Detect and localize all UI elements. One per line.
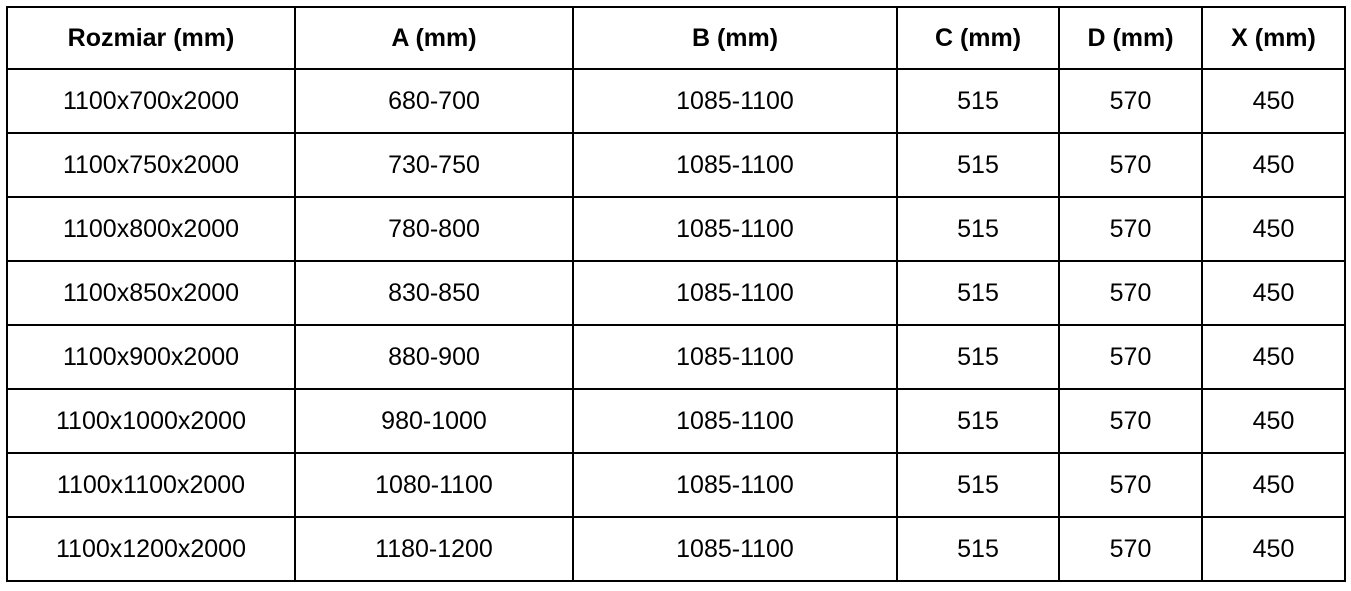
- header-x: X (mm): [1201, 6, 1346, 70]
- table-row: 1100x750x2000 730-750 1085-1100 515 570 450: [6, 132, 1346, 198]
- cell-c: 515: [896, 516, 1060, 582]
- cell-x: 450: [1201, 324, 1346, 390]
- table-row: 1100x1000x2000 980-1000 1085-1100 515 570 450: [6, 388, 1346, 454]
- cell-a: 980-1000: [294, 388, 574, 454]
- cell-d: 570: [1058, 132, 1203, 198]
- cell-b: 1085-1100: [572, 132, 898, 198]
- table-row: 1100x1100x2000 1080-1100 1085-1100 515 570 45…: [6, 452, 1346, 518]
- cell-d: 570: [1058, 388, 1203, 454]
- header-a: A (mm): [294, 6, 574, 70]
- header-row: Rozmiar (mm) A (mm) B (mm) C (mm) D (mm) X (m…: [6, 6, 1346, 70]
- cell-b: 1085-1100: [572, 68, 898, 134]
- cell-a: 730-750: [294, 132, 574, 198]
- cell-x: 450: [1201, 260, 1346, 326]
- cell-b: 1085-1100: [572, 324, 898, 390]
- dimensions-table: Rozmiar (mm) A (mm) B (mm) C (mm) D (mm) X (m…: [6, 6, 1346, 582]
- cell-b: 1085-1100: [572, 388, 898, 454]
- table-row: 1100x850x2000 830-850 1085-1100 515 570 450: [6, 260, 1346, 326]
- header-c: C (mm): [896, 6, 1060, 70]
- cell-d: 570: [1058, 196, 1203, 262]
- cell-c: 515: [896, 260, 1060, 326]
- cell-x: 450: [1201, 516, 1346, 582]
- cell-size: 1100x750x2000: [6, 132, 296, 198]
- cell-x: 450: [1201, 68, 1346, 134]
- table-row: 1100x900x2000 880-900 1085-1100 515 570 450: [6, 324, 1346, 390]
- cell-d: 570: [1058, 68, 1203, 134]
- cell-size: 1100x900x2000: [6, 324, 296, 390]
- cell-d: 570: [1058, 260, 1203, 326]
- header-d: D (mm): [1058, 6, 1203, 70]
- table-row: 1100x1200x2000 1180-1200 1085-1100 515 570 45…: [6, 516, 1346, 582]
- cell-size: 1100x1100x2000: [6, 452, 296, 518]
- cell-x: 450: [1201, 452, 1346, 518]
- cell-b: 1085-1100: [572, 196, 898, 262]
- cell-c: 515: [896, 388, 1060, 454]
- cell-size: 1100x850x2000: [6, 260, 296, 326]
- cell-size: 1100x1200x2000: [6, 516, 296, 582]
- cell-a: 1180-1200: [294, 516, 574, 582]
- cell-a: 880-900: [294, 324, 574, 390]
- cell-size: 1100x800x2000: [6, 196, 296, 262]
- cell-a: 780-800: [294, 196, 574, 262]
- cell-c: 515: [896, 452, 1060, 518]
- cell-x: 450: [1201, 132, 1346, 198]
- cell-b: 1085-1100: [572, 260, 898, 326]
- cell-x: 450: [1201, 388, 1346, 454]
- cell-c: 515: [896, 132, 1060, 198]
- cell-a: 830-850: [294, 260, 574, 326]
- header-b: B (mm): [572, 6, 898, 70]
- table-row: 1100x700x2000 680-700 1085-1100 515 570 450: [6, 68, 1346, 134]
- cell-d: 570: [1058, 324, 1203, 390]
- cell-x: 450: [1201, 196, 1346, 262]
- header-size: Rozmiar (mm): [6, 6, 296, 70]
- cell-c: 515: [896, 196, 1060, 262]
- cell-a: 680-700: [294, 68, 574, 134]
- cell-c: 515: [896, 324, 1060, 390]
- cell-c: 515: [896, 68, 1060, 134]
- cell-b: 1085-1100: [572, 516, 898, 582]
- cell-size: 1100x700x2000: [6, 68, 296, 134]
- cell-size: 1100x1000x2000: [6, 388, 296, 454]
- table-row: 1100x800x2000 780-800 1085-1100 515 570 450: [6, 196, 1346, 262]
- cell-d: 570: [1058, 452, 1203, 518]
- cell-d: 570: [1058, 516, 1203, 582]
- cell-b: 1085-1100: [572, 452, 898, 518]
- cell-a: 1080-1100: [294, 452, 574, 518]
